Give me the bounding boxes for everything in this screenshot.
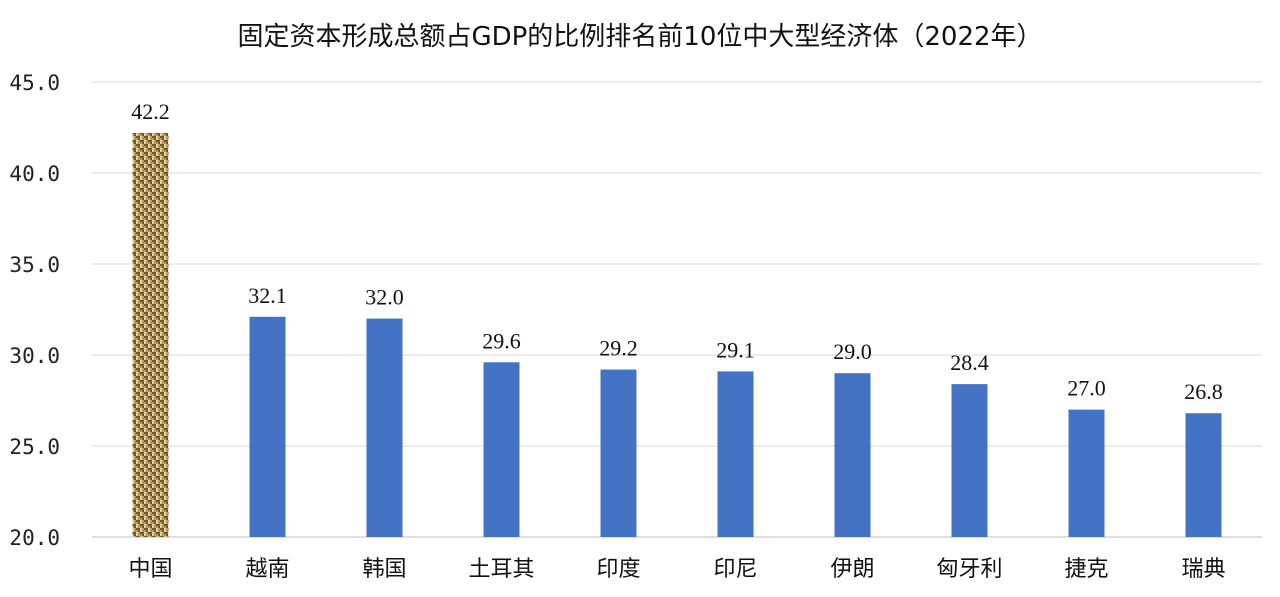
bar-7: [834, 373, 871, 537]
y-tick-label: 35.0: [9, 253, 60, 277]
x-tick-label: 中国: [128, 557, 172, 582]
x-tick-label: 瑞典: [1181, 557, 1225, 582]
x-tick-label: 捷克: [1064, 557, 1108, 582]
x-tick-label: 匈牙利: [936, 557, 1002, 582]
data-label: 32.0: [365, 285, 404, 310]
data-label: 29.1: [716, 337, 755, 362]
chart-title: 固定资本形成总额占GDP的比例排名前10位中大型经济体（2022年）: [237, 22, 1042, 52]
x-axis-tick-labels: 中国 越南 韩国 土耳其 印度 印尼 伊朗 匈牙利 捷克 瑞典: [128, 557, 1225, 582]
y-tick-label: 30.0: [9, 344, 60, 368]
bar-8: [951, 384, 988, 537]
bar-10: [1185, 413, 1222, 537]
data-label: 27.0: [1067, 376, 1106, 401]
data-label: 32.1: [248, 283, 287, 308]
bar-9: [1068, 409, 1105, 537]
data-label: 29.0: [833, 339, 872, 364]
data-label: 28.4: [950, 350, 989, 375]
y-axis-tick-labels: 20.0 25.0 30.0 35.0 40.0 45.0: [9, 71, 60, 550]
bar-5: [600, 369, 637, 537]
x-tick-label: 韩国: [362, 557, 406, 582]
x-tick-label: 越南: [245, 557, 289, 582]
x-tick-label: 土耳其: [468, 557, 534, 582]
data-label: 29.2: [599, 336, 638, 361]
gridlines: [92, 81, 1262, 538]
x-tick-label: 伊朗: [830, 557, 874, 582]
bar-1: [132, 132, 169, 537]
bar-2: [249, 316, 286, 537]
bar-4: [483, 362, 520, 537]
y-tick-label: 20.0: [9, 526, 60, 550]
y-tick-label: 25.0: [9, 435, 60, 459]
data-labels: 42.2 32.1 32.0 29.6 29.2 29.1 29.0 28.4 27.0 26.8: [131, 99, 1223, 404]
y-tick-label: 40.0: [9, 162, 60, 186]
x-tick-label: 印尼: [713, 557, 757, 582]
x-tick-label: 印度: [596, 557, 640, 582]
y-tick-label: 45.0: [9, 71, 60, 95]
data-label: 42.2: [131, 99, 170, 124]
data-label: 29.6: [482, 328, 521, 353]
bars: [132, 132, 1222, 537]
bar-6: [717, 371, 754, 537]
data-label: 26.8: [1184, 379, 1223, 404]
bar-3: [366, 318, 403, 537]
